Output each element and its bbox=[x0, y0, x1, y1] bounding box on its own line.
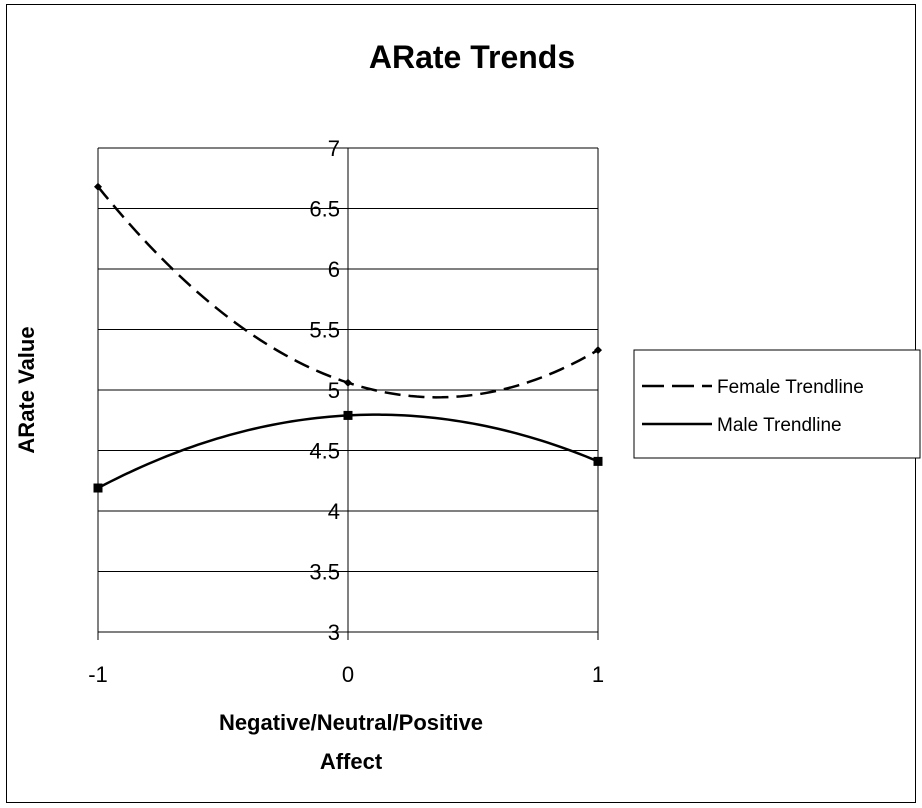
x-tick-label: 0 bbox=[342, 662, 354, 687]
legend-box bbox=[633, 349, 921, 459]
y-axis-title: ARate Value bbox=[14, 326, 39, 453]
legend-label: Female Trendline bbox=[717, 377, 864, 398]
legend: Female Trendline Male Trendline bbox=[633, 349, 921, 459]
data-point-female bbox=[94, 182, 102, 191]
data-point-male bbox=[93, 483, 103, 493]
y-tick-label: 4.5 bbox=[309, 439, 340, 464]
series-group bbox=[93, 182, 603, 493]
data-point-female bbox=[594, 346, 602, 355]
y-tick-labels: 3 3.5 4 4.5 5 5.5 6 6.5 7 bbox=[309, 136, 340, 645]
x-tick-labels: -1 0 1 bbox=[88, 662, 604, 687]
y-tick-label: 7 bbox=[328, 136, 340, 161]
x-axis-title-line2: Affect bbox=[320, 749, 383, 774]
y-tick-label: 3 bbox=[328, 620, 340, 645]
axes bbox=[97, 148, 599, 640]
x-axis-title-line1: Negative/Neutral/Positive bbox=[219, 710, 483, 735]
data-point-female bbox=[344, 378, 352, 387]
y-tick-label: 6 bbox=[328, 257, 340, 282]
y-tick-label: 5.5 bbox=[309, 318, 340, 343]
y-tick-label: 4 bbox=[328, 499, 340, 524]
y-tick-label: 6.5 bbox=[309, 197, 340, 222]
chart-title: ARate Trends bbox=[369, 39, 575, 75]
data-point-male bbox=[343, 410, 353, 420]
y-tick-label: 3.5 bbox=[309, 560, 340, 585]
y-tick-label: 5 bbox=[328, 378, 340, 403]
legend-label: Male Trendline bbox=[717, 415, 842, 436]
x-tick-label: 1 bbox=[592, 662, 604, 687]
data-point-male bbox=[593, 456, 603, 466]
x-tick-label: -1 bbox=[88, 662, 108, 687]
